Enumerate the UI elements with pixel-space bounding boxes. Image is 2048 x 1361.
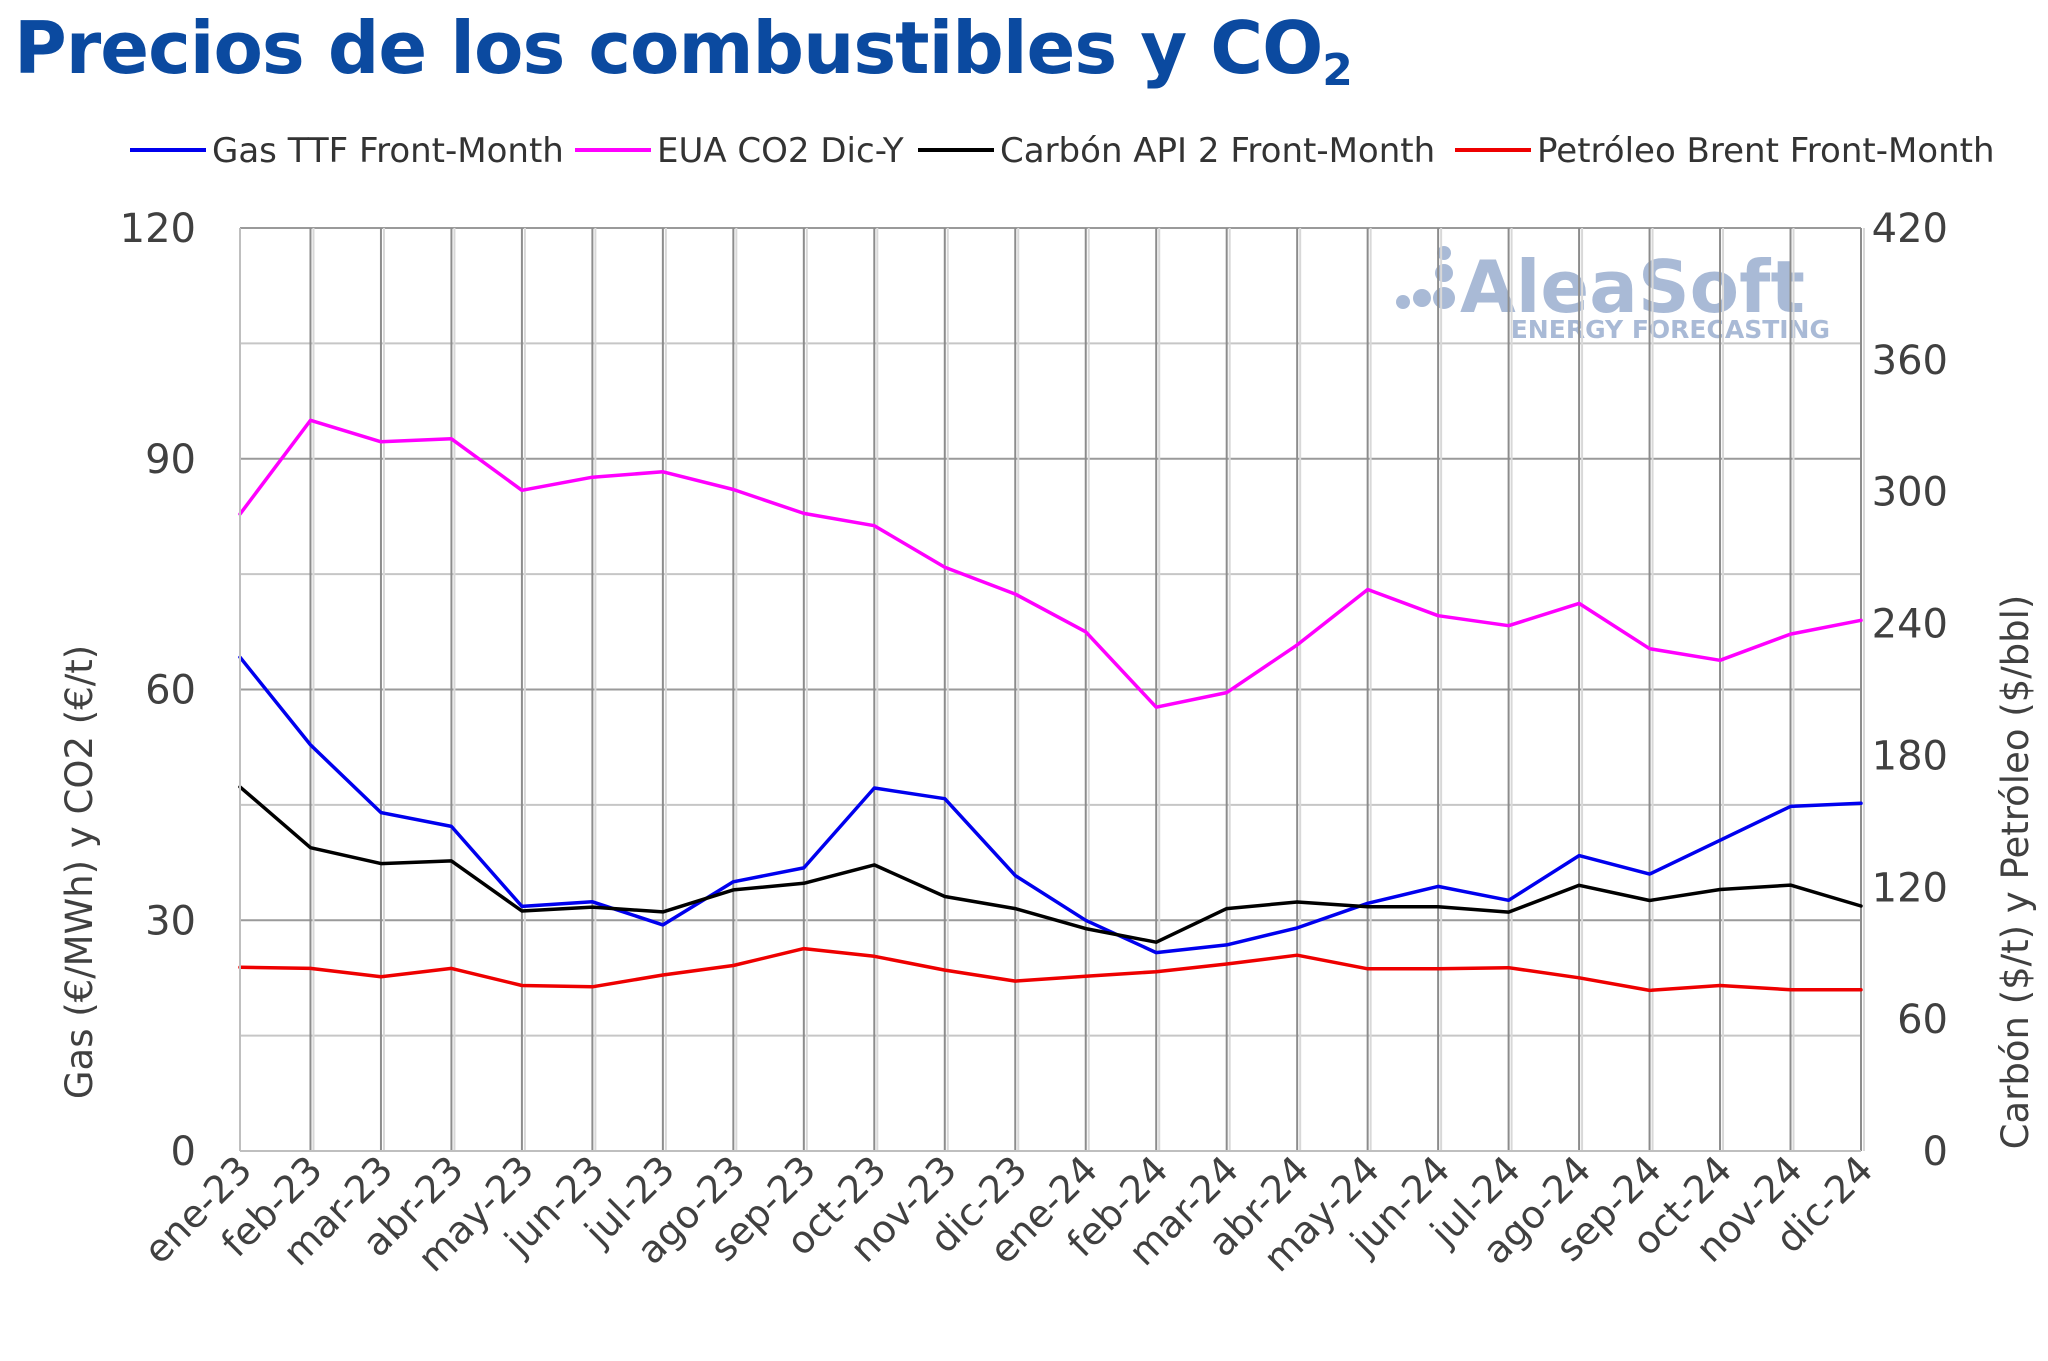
aleasoft-logo-icon bbox=[1396, 246, 1455, 309]
y-left-tick-90: 90 bbox=[145, 437, 196, 483]
chart-title: Precios de los combustibles y CO2 bbox=[14, 6, 1353, 96]
y-axis-right-title: Carbón ($/t) y Petróleo ($/bbl) bbox=[1994, 595, 2037, 1150]
series-line-petroleo-brent-front-month bbox=[238, 946, 1863, 993]
legend-label-carbon-api-2-front-month: Carbón API 2 Front-Month bbox=[1000, 131, 1435, 171]
y-left-tick-120: 120 bbox=[120, 206, 196, 252]
chart-title-subscript: 2 bbox=[1322, 45, 1353, 96]
legend-label-eua-co2-dic-y: EUA CO2 Dic-Y bbox=[657, 131, 904, 171]
watermark-tagline: ENERGY FORECASTING bbox=[1511, 315, 1830, 344]
y-left-tick-0: 0 bbox=[171, 1129, 196, 1175]
aleasoft-watermark: AleaSoft ENERGY FORECASTING bbox=[1396, 245, 1830, 344]
legend-label-petroleo-brent-front-month: Petróleo Brent Front-Month bbox=[1537, 131, 1995, 171]
legend: Gas TTF Front-Month EUA CO2 Dic-Y Carbón A… bbox=[130, 131, 1995, 171]
y-right-tick-180: 180 bbox=[1872, 733, 1948, 779]
y-left-tick-30: 30 bbox=[145, 898, 196, 944]
y-right-tick-0: 0 bbox=[1923, 1129, 1948, 1175]
legend-label-gas-ttf-front-month: Gas TTF Front-Month bbox=[212, 131, 564, 171]
grid bbox=[240, 227, 1865, 1151]
y-right-tick-300: 300 bbox=[1872, 470, 1948, 516]
y-right-tick-360: 360 bbox=[1872, 338, 1948, 384]
axes: 0306090120060120180240300360420ene-23feb… bbox=[120, 206, 1948, 1280]
series-layer bbox=[238, 418, 1863, 993]
y-right-tick-240: 240 bbox=[1872, 602, 1948, 648]
watermark-brand: AleaSoft bbox=[1460, 245, 1805, 329]
y-right-tick-120: 120 bbox=[1872, 865, 1948, 911]
y-right-tick-420: 420 bbox=[1872, 206, 1948, 252]
y-right-tick-60: 60 bbox=[1897, 997, 1948, 1043]
y-axis-left-title: Gas (€/MWh) y CO2 (€/t) bbox=[58, 645, 101, 1099]
y-left-tick-60: 60 bbox=[145, 668, 196, 714]
series-line-eua-co2-dic-y bbox=[238, 418, 1863, 709]
series-line-carbon-api-2-front-month bbox=[238, 785, 1863, 944]
series-line-gas-ttf-front-month bbox=[238, 655, 1863, 955]
